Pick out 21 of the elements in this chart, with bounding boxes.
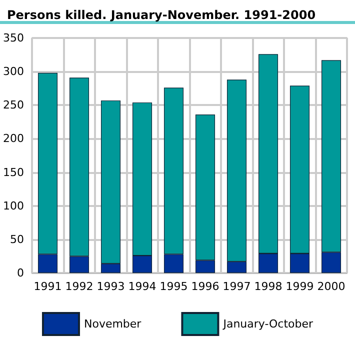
y-tick-label: 300 — [2, 65, 24, 78]
x-tick-label: 1997 — [222, 280, 251, 293]
x-tick-label: 1996 — [191, 280, 220, 293]
x-tick-label: 1995 — [160, 280, 188, 293]
x-tick-label: 1998 — [254, 280, 282, 293]
x-tick-label: 1992 — [65, 280, 94, 293]
y-tick-label: 100 — [2, 199, 24, 212]
chart-title: Persons killed. January-November. 1991-2000 — [7, 8, 316, 22]
y-tick-label: 250 — [2, 98, 24, 112]
y-tick-label: 200 — [2, 132, 24, 146]
y-tick-label: 350 — [2, 32, 24, 44]
x-tick-label: 1999 — [286, 280, 314, 293]
legend-label: November — [84, 318, 142, 330]
x-tick-label: 1993 — [96, 280, 125, 293]
x-tick-label: 2000 — [317, 280, 346, 293]
x-tick-label: 1991 — [34, 280, 62, 293]
y-tick-label: 150 — [2, 166, 24, 179]
x-tick-label: 1994 — [128, 280, 156, 293]
y-tick-label: 0 — [16, 266, 24, 280]
legend-label: January-October — [222, 318, 314, 330]
y-tick-label: 50 — [10, 232, 24, 246]
